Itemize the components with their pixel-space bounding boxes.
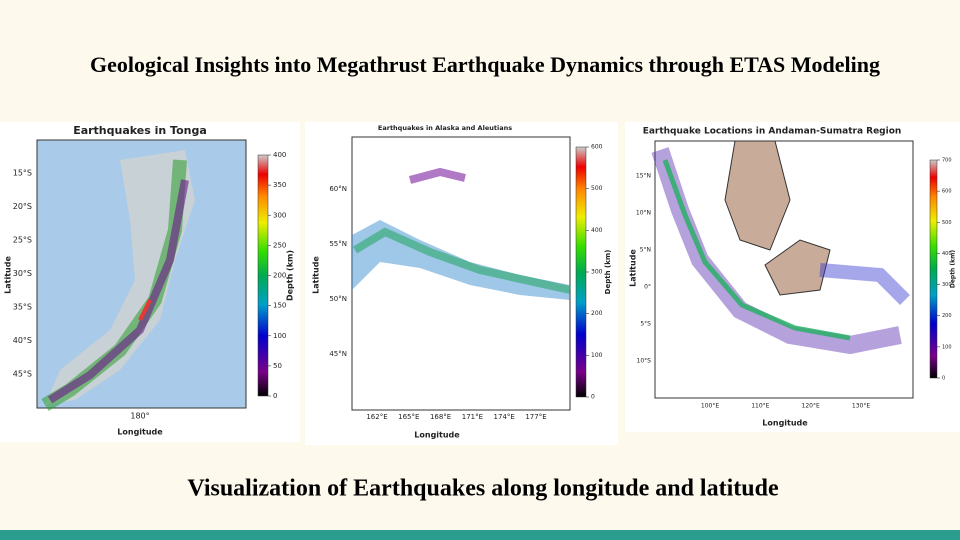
y-axis-label: Latitude — [629, 249, 638, 287]
seismic-band — [47, 179, 189, 404]
y-tick-label: 50°N — [329, 295, 347, 303]
figure-title: Earthquake Locations in Andaman-Sumatra … — [643, 127, 902, 137]
seismicity-region — [45, 150, 195, 405]
figure-title: Earthquakes in Tonga — [73, 124, 207, 137]
y-tick-label: 5°N — [640, 247, 651, 254]
colorbar — [575, 146, 587, 398]
y-tick-label: 20°S — [13, 202, 32, 211]
seismic-band — [651, 147, 902, 355]
y-tick-label: 45°S — [13, 370, 32, 379]
y-tick-label: 10°N — [636, 210, 651, 217]
seismic-band — [662, 159, 851, 341]
colorbar-tick-label: 600 — [942, 189, 952, 195]
y-tick-label: 0° — [644, 284, 651, 291]
colorbar-tick-label: 600 — [591, 144, 603, 151]
x-tick-label: 171°E — [462, 413, 483, 421]
colorbar-tick-label: 500 — [942, 220, 952, 226]
colorbar-tick-label: 700 — [942, 158, 952, 164]
seismic-band — [819, 263, 910, 305]
seismic-band — [352, 227, 571, 294]
colorbar-tick-label: 300 — [942, 282, 952, 288]
land — [764, 239, 831, 296]
y-tick-label: 45°N — [329, 350, 347, 358]
colorbar-tick-label: 400 — [591, 227, 603, 234]
colorbar-label: Depth (km) — [950, 250, 957, 289]
y-tick-label: 10°S — [637, 358, 652, 365]
colorbar-tick-label: 0 — [591, 394, 595, 401]
colorbar-tick-label: 350 — [273, 181, 286, 189]
colorbar-tick-label: 100 — [942, 344, 952, 350]
y-tick-label: 60°N — [329, 185, 347, 193]
x-tick-label: 168°E — [430, 413, 451, 421]
colorbar-tick-label: 200 — [273, 272, 286, 280]
footer-bar — [0, 530, 960, 540]
colorbar-tick-label: 300 — [273, 211, 286, 219]
colorbar — [929, 159, 938, 379]
colorbar-tick-label: 500 — [591, 185, 603, 192]
x-axis-label: Longitude — [414, 431, 460, 440]
x-tick-label: 130°E — [852, 403, 870, 410]
seismic-band — [408, 167, 466, 184]
y-tick-label: 25°S — [13, 236, 32, 245]
figure-title: Earthquakes in Alaska and Aleutians — [378, 124, 512, 132]
y-axis-label: Latitude — [312, 256, 321, 294]
colorbar-tick-label: 200 — [942, 313, 952, 319]
x-axis-label: Longitude — [762, 419, 808, 428]
colorbar-tick-label: 400 — [942, 251, 952, 257]
colorbar-tick-label: 0 — [273, 392, 277, 400]
colorbar-tick-label: 250 — [273, 241, 286, 249]
y-tick-label: 55°N — [329, 240, 347, 248]
colorbar-tick-label: 400 — [273, 151, 286, 159]
x-tick-label: 165°E — [398, 413, 419, 421]
colorbar-tick-label: 200 — [591, 310, 603, 317]
slide-caption: Visualization of Earthquakes along longi… — [187, 476, 779, 502]
x-axis-label: Longitude — [117, 428, 163, 437]
y-tick-label: 30°S — [13, 269, 32, 278]
colorbar-tick-label: 150 — [273, 302, 286, 310]
x-tick-label: 162°E — [366, 413, 387, 421]
x-tick-label: 100°E — [701, 403, 719, 410]
colorbar-tick-label: 0 — [942, 376, 945, 382]
x-tick-label: 177°E — [525, 413, 546, 421]
x-tick-label: 180° — [130, 412, 149, 421]
y-tick-label: 15°N — [636, 173, 651, 180]
y-tick-label: 40°S — [13, 336, 32, 345]
colorbar — [257, 154, 269, 397]
x-tick-label: 120°E — [802, 403, 820, 410]
x-tick-label: 174°E — [494, 413, 515, 421]
land — [724, 140, 791, 251]
seismic-band — [138, 299, 152, 321]
slide-title: Geological Insights into Megathrust Eart… — [90, 52, 880, 77]
colorbar-tick-label: 100 — [591, 352, 603, 359]
y-axis-label: Latitude — [4, 256, 13, 294]
colorbar-tick-label: 300 — [591, 269, 603, 276]
colorbar-tick-label: 100 — [273, 332, 286, 340]
y-tick-label: 35°S — [13, 303, 32, 312]
colorbar-label: Depth (km) — [604, 250, 612, 295]
x-tick-label: 110°E — [751, 403, 769, 410]
y-tick-label: 15°S — [13, 169, 32, 178]
y-tick-label: 5°S — [640, 321, 651, 328]
colorbar-label: Depth (km) — [286, 250, 295, 301]
colorbar-tick-label: 50 — [273, 362, 282, 370]
